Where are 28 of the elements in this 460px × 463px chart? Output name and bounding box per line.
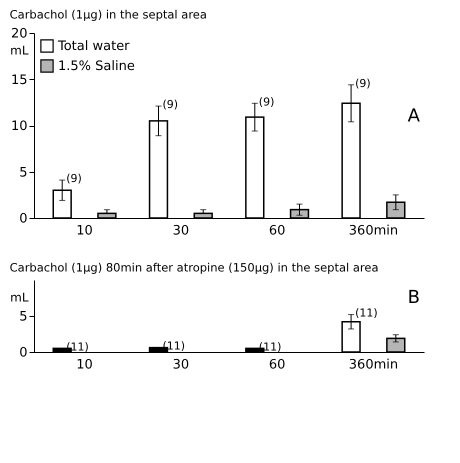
annotation: (11) xyxy=(355,306,378,320)
y-axis-title: mL xyxy=(10,290,29,304)
annotation: (9) xyxy=(258,95,274,108)
y-tick-label: 0 xyxy=(19,346,28,360)
x-tick-label: 360min xyxy=(348,358,398,372)
y-axis-title: mL xyxy=(10,44,29,58)
annotation: (9) xyxy=(355,76,371,90)
x-tick-label: 360min xyxy=(348,224,398,238)
x-tick-label: 10 xyxy=(76,224,93,238)
y-tick-label: 15 xyxy=(10,72,28,88)
chart-title: Carbachol (1μg) 80min after atropine (150μg) in the septal area xyxy=(10,260,379,274)
y-tick-label: 20 xyxy=(10,26,28,42)
annotation: (9) xyxy=(66,172,82,186)
legend-label: 1.5% Saline xyxy=(58,59,135,74)
x-tick-label: 60 xyxy=(268,358,286,372)
annotation: A xyxy=(408,105,421,126)
chart-title: Carbachol (1μg) in the septal area xyxy=(10,8,207,22)
legend-label: Total water xyxy=(57,39,130,54)
y-tick-label: 10 xyxy=(10,119,28,134)
y-tick-label: 5 xyxy=(19,310,28,324)
y-tick-label: 0 xyxy=(19,212,28,226)
annotation: B xyxy=(408,287,420,308)
x-tick-label: 30 xyxy=(172,358,190,372)
x-tick-label: 60 xyxy=(268,224,286,238)
x-tick-label: 30 xyxy=(172,224,190,238)
annotation: (9) xyxy=(162,98,178,112)
y-tick-label: 5 xyxy=(19,165,28,180)
x-tick-label: 10 xyxy=(76,358,93,372)
